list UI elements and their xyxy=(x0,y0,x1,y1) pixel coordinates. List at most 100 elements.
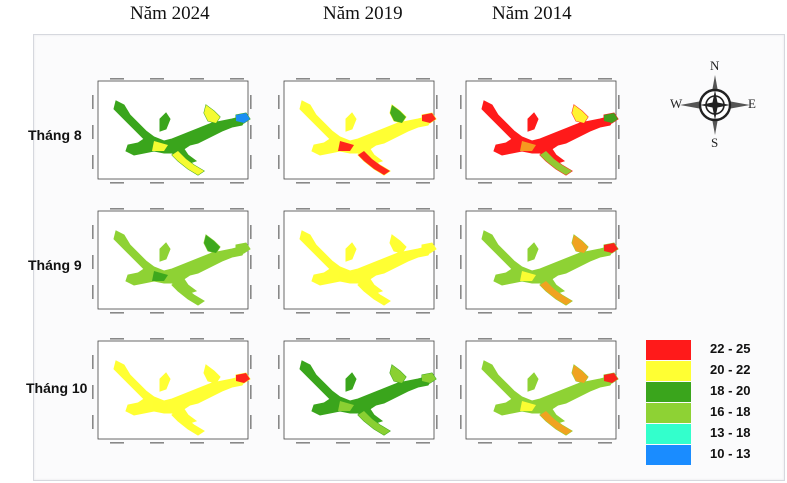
graticule-tick xyxy=(478,442,492,444)
graticule-tick xyxy=(336,442,350,444)
graticule-tick xyxy=(416,338,430,340)
graticule-tick xyxy=(618,255,620,269)
lake-region xyxy=(345,112,357,132)
graticule-tick xyxy=(376,312,390,314)
temperature-patch xyxy=(604,373,618,383)
graticule-tick xyxy=(618,415,620,429)
map-2024-thang-9 xyxy=(90,205,256,317)
graticule-tick xyxy=(110,208,124,210)
legend-label: 10 - 13 xyxy=(710,446,751,461)
graticule-tick xyxy=(150,182,164,184)
graticule-tick xyxy=(92,285,94,299)
graticule-tick xyxy=(250,125,252,139)
graticule-tick xyxy=(278,255,280,269)
legend-item: 18 - 20 xyxy=(646,382,787,404)
temperature-patch xyxy=(572,235,588,253)
temperature-patch xyxy=(338,401,354,411)
graticule-tick xyxy=(190,312,204,314)
year-header-2024: Năm 2024 xyxy=(130,3,210,24)
graticule-tick xyxy=(190,182,204,184)
map-svg xyxy=(278,338,438,444)
lake-region xyxy=(159,372,171,392)
legend-item: 22 - 25 xyxy=(646,340,787,362)
graticule-tick xyxy=(296,182,310,184)
temperature-patch xyxy=(422,243,436,253)
map-svg xyxy=(460,338,620,444)
lake-region xyxy=(299,360,433,424)
lake-surface xyxy=(481,230,619,306)
temperature-patch xyxy=(422,113,436,123)
graticule-tick xyxy=(336,338,350,340)
graticule-tick xyxy=(460,225,462,239)
lake-surface xyxy=(299,100,437,176)
graticule-tick xyxy=(376,208,390,210)
graticule-tick xyxy=(618,95,620,109)
temperature-patch xyxy=(604,243,618,253)
graticule-tick xyxy=(618,155,620,169)
graticule-tick xyxy=(518,208,532,210)
graticule-tick xyxy=(478,338,492,340)
map-2014-thang-10 xyxy=(458,335,624,447)
compass-south-label: S xyxy=(711,135,719,150)
compass-west-label: W xyxy=(670,96,683,111)
map-svg xyxy=(92,208,252,314)
lake-surface xyxy=(481,100,619,176)
map-svg xyxy=(460,208,620,314)
temperature-patch xyxy=(520,401,536,411)
lake-surface xyxy=(113,230,251,306)
graticule-tick xyxy=(250,95,252,109)
graticule-tick xyxy=(250,225,252,239)
graticule-tick xyxy=(518,182,532,184)
graticule-tick xyxy=(598,182,612,184)
graticule-tick xyxy=(250,385,252,399)
temperature-patch xyxy=(520,141,536,151)
map-2019-thang-8 xyxy=(276,75,442,187)
graticule-tick xyxy=(558,78,572,80)
lake-region xyxy=(527,372,539,392)
map-svg xyxy=(92,338,252,444)
graticule-tick xyxy=(518,78,532,80)
graticule-tick xyxy=(478,312,492,314)
graticule-tick xyxy=(478,208,492,210)
graticule-tick xyxy=(150,208,164,210)
lake-region xyxy=(481,360,615,424)
lake-region xyxy=(113,230,247,294)
graticule-tick xyxy=(92,385,94,399)
graticule-tick xyxy=(278,225,280,239)
lake-surface xyxy=(481,360,619,436)
lake-region xyxy=(113,360,247,424)
lake-region xyxy=(159,112,171,132)
graticule-tick xyxy=(250,415,252,429)
graticule-tick xyxy=(598,338,612,340)
graticule-tick xyxy=(296,312,310,314)
graticule-tick xyxy=(190,338,204,340)
year-header-2019: Năm 2019 xyxy=(323,3,403,24)
lake-surface xyxy=(299,230,437,306)
compass-north-label: N xyxy=(710,58,720,73)
temperature-patch xyxy=(358,151,390,175)
month-label-8: Tháng 8 xyxy=(28,127,82,143)
legend-item: 20 - 22 xyxy=(646,361,787,383)
graticule-tick xyxy=(278,125,280,139)
graticule-tick xyxy=(436,385,438,399)
graticule-tick xyxy=(416,78,430,80)
map-svg xyxy=(278,208,438,314)
graticule-tick xyxy=(460,285,462,299)
graticule-tick xyxy=(230,208,244,210)
graticule-tick xyxy=(250,355,252,369)
graticule-tick xyxy=(92,155,94,169)
graticule-tick xyxy=(436,285,438,299)
graticule-tick xyxy=(416,312,430,314)
graticule-tick xyxy=(518,442,532,444)
graticule-tick xyxy=(618,225,620,239)
graticule-tick xyxy=(230,182,244,184)
graticule-tick xyxy=(598,312,612,314)
temperature-patch xyxy=(236,113,250,123)
graticule-tick xyxy=(278,155,280,169)
temperature-patch xyxy=(358,281,390,305)
lake-region xyxy=(345,242,357,262)
lake-surface xyxy=(113,100,251,176)
lake-region xyxy=(481,100,615,164)
temperature-patch xyxy=(204,105,220,123)
month-label-10: Tháng 10 xyxy=(26,380,88,396)
